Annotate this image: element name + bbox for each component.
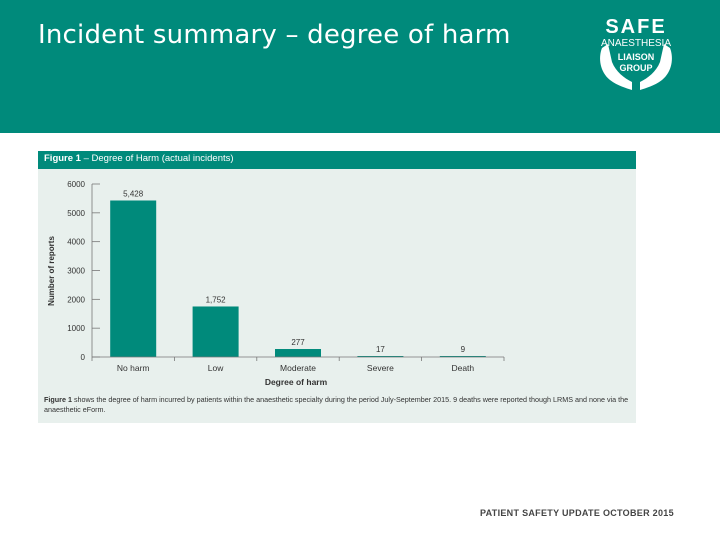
bar [110, 200, 157, 357]
figure-heading: Figure 1 – Degree of Harm (actual incide… [38, 151, 636, 169]
logo-line-2: ANAESTHESIA [600, 38, 672, 49]
y-tick-label: 5000 [67, 209, 85, 218]
category-label: Death [451, 363, 474, 373]
y-tick-label: 3000 [67, 267, 85, 276]
logo-line-1: SAFE [605, 16, 667, 38]
bar [439, 356, 486, 357]
figure-label: Figure 1 [44, 153, 81, 164]
logo-line-3: LIAISON [617, 52, 655, 62]
figure-heading-text: – Degree of Harm (actual incidents) [80, 153, 234, 164]
logo-line-4: GROUP [619, 63, 653, 73]
y-tick-label: 0 [81, 353, 86, 362]
figure-panel: Figure 1 – Degree of Harm (actual incide… [38, 151, 636, 423]
bar-chart: 0 1000 2000 3000 4000 5000 6000 5,428 1,752 277 1… [47, 180, 505, 387]
caption-label: Figure 1 [44, 395, 72, 404]
bar [275, 349, 321, 357]
y-axis-label: Number of reports [47, 236, 56, 306]
footer-text: PATIENT SAFETY UPDATE OCTOBER 2015 [480, 508, 674, 518]
bar [192, 306, 239, 357]
slide-title: Incident summary – degree of harm [38, 20, 511, 50]
data-label: 17 [376, 345, 385, 354]
y-tick-label: 6000 [67, 180, 85, 189]
category-label: Severe [367, 363, 394, 373]
data-label: 5,428 [123, 189, 144, 198]
header-band: Incident summary – degree of harm SAFE A… [0, 0, 720, 133]
figure-caption: Figure 1 shows the degree of harm incurr… [44, 395, 630, 415]
safe-logo: SAFE ANAESTHESIA LIAISON GROUP [588, 14, 684, 94]
caption-text: shows the degree of harm incurred by pat… [44, 395, 629, 414]
category-label: Moderate [280, 363, 316, 373]
bar [357, 356, 404, 357]
category-label: No harm [117, 363, 150, 373]
hands-icon [600, 44, 672, 90]
x-axis-label: Degree of harm [265, 377, 328, 387]
y-tick-label: 1000 [67, 324, 85, 333]
data-label: 1,752 [206, 295, 227, 304]
data-label: 9 [461, 345, 466, 354]
y-tick-label: 4000 [67, 238, 85, 247]
category-label: Low [208, 363, 224, 373]
data-label: 277 [291, 338, 305, 347]
y-tick-label: 2000 [67, 295, 85, 304]
